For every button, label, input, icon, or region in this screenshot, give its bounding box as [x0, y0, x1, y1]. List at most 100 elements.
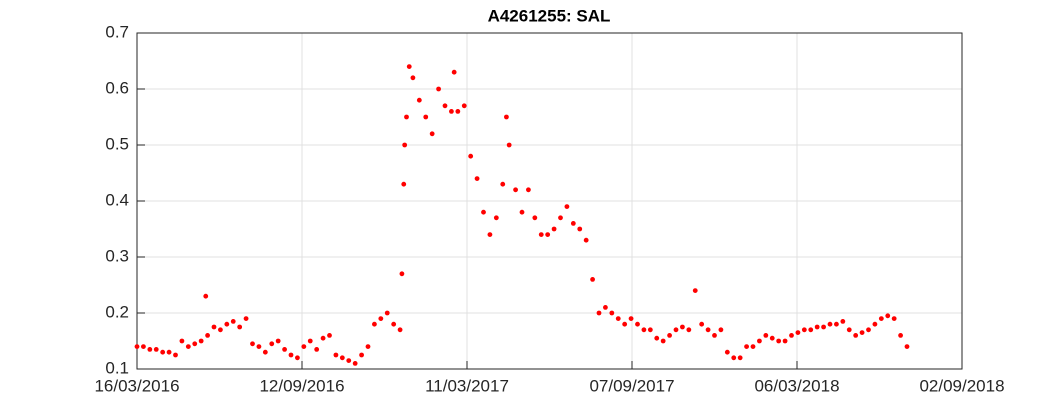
point [442, 103, 448, 109]
point [141, 344, 146, 349]
point [314, 347, 320, 352]
point [269, 341, 275, 347]
x-tick-label: 07/09/2017 [589, 376, 674, 395]
x-tick-label: 02/09/2018 [919, 376, 1004, 395]
point [493, 215, 499, 221]
point [673, 327, 679, 333]
point [327, 333, 332, 338]
point [744, 344, 749, 349]
point [532, 215, 538, 221]
point [487, 232, 493, 238]
point [840, 319, 846, 324]
point [474, 176, 480, 182]
point [192, 341, 198, 347]
point [776, 338, 782, 344]
point [468, 153, 474, 159]
point [577, 226, 583, 232]
point [647, 327, 653, 333]
point [564, 204, 570, 210]
point [615, 316, 621, 321]
point [134, 344, 140, 349]
point [352, 361, 358, 366]
chart-title: A4261255: SAL [488, 6, 611, 25]
point [455, 109, 461, 114]
point [224, 321, 230, 327]
point [551, 226, 557, 232]
point [401, 181, 407, 187]
point [724, 349, 730, 355]
point [635, 321, 640, 327]
point [519, 209, 525, 215]
point [203, 293, 209, 299]
point [737, 355, 743, 361]
point [789, 333, 794, 338]
point [481, 209, 486, 215]
point [230, 319, 236, 324]
point [827, 321, 833, 327]
point [372, 321, 377, 327]
point [622, 321, 628, 327]
point [641, 327, 647, 333]
point [731, 355, 737, 361]
point [504, 114, 509, 120]
point [288, 352, 294, 358]
point [590, 277, 595, 282]
y-tick-label: 0.4 [105, 190, 129, 209]
point [256, 344, 262, 349]
point [667, 333, 672, 338]
point [160, 349, 166, 355]
point [166, 349, 172, 355]
point [218, 327, 223, 333]
plot-box [136, 32, 963, 370]
point [538, 232, 544, 238]
point [423, 114, 429, 120]
point [885, 313, 891, 319]
point [814, 324, 820, 330]
point [699, 321, 705, 327]
point [718, 327, 724, 333]
point [384, 310, 390, 316]
point [339, 355, 345, 361]
y-tick-label: 0.2 [105, 302, 129, 321]
point [282, 347, 287, 352]
point [872, 321, 878, 327]
point [402, 142, 408, 148]
point [365, 344, 371, 349]
point [198, 338, 204, 344]
point [834, 321, 839, 327]
point [821, 324, 826, 330]
point [451, 69, 457, 75]
point [320, 335, 326, 341]
point [410, 75, 416, 81]
point [801, 327, 807, 333]
x-tick-label: 06/03/2018 [754, 376, 839, 395]
point [461, 103, 467, 109]
point [526, 187, 531, 193]
point [769, 335, 775, 341]
point [712, 333, 717, 338]
point [211, 324, 217, 330]
point [262, 349, 268, 355]
point [795, 330, 801, 335]
point [333, 352, 339, 358]
point [359, 352, 364, 358]
point [449, 109, 454, 114]
point [558, 215, 563, 221]
point [782, 338, 788, 344]
point [185, 344, 191, 349]
point [692, 288, 698, 293]
point [147, 347, 153, 352]
point [513, 187, 518, 193]
point [275, 338, 281, 344]
point [436, 86, 441, 92]
point [904, 344, 910, 349]
point [757, 338, 762, 344]
point [808, 327, 814, 333]
y-tick-label: 0.3 [105, 246, 129, 265]
point [705, 327, 711, 333]
point [250, 341, 255, 347]
point [346, 358, 352, 363]
point [609, 310, 615, 316]
point [898, 333, 903, 338]
